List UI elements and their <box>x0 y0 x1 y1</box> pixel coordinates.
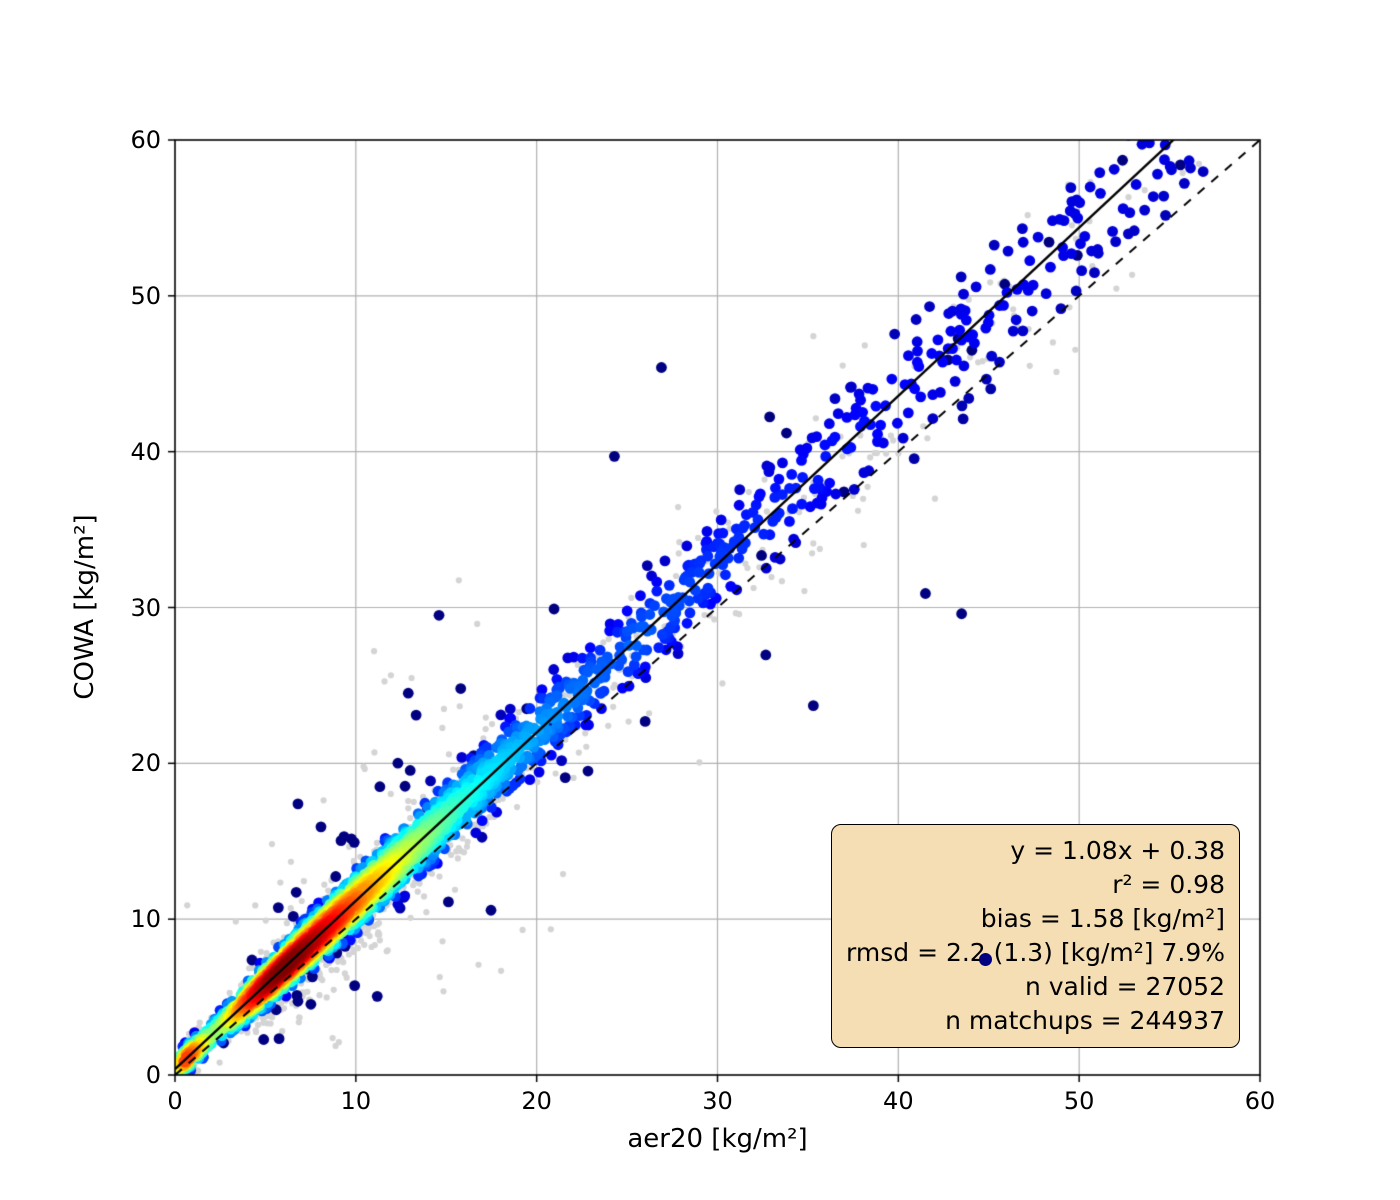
y-axis-label: COWA [kg/m²] <box>70 514 100 700</box>
stats-n-matchups: n matchups = 244937 <box>945 1006 1225 1035</box>
stats-r2: r² = 0.98 <box>1112 870 1225 899</box>
x-tick-label: 50 <box>1063 1087 1095 1115</box>
x-tick-label: 0 <box>167 1087 183 1115</box>
x-tick-label: 30 <box>702 1087 733 1115</box>
y-tick-label: 30 <box>130 593 161 622</box>
y-tick-label: 0 <box>145 1061 161 1089</box>
x-axis-label: aer20 [kg/m²] <box>627 1124 808 1154</box>
stats-bias: bias = 1.58 [kg/m²] <box>980 904 1225 933</box>
y-tick-label: 50 <box>130 281 161 310</box>
y-tick-label: 10 <box>130 905 161 934</box>
stats-n-valid: n valid = 27052 <box>1024 972 1225 1001</box>
x-tick-label: 60 <box>1244 1087 1276 1115</box>
x-tick-label: 20 <box>521 1087 552 1115</box>
stray-data-point <box>978 953 992 967</box>
stats-box: y = 1.08x + 0.38 r² = 0.98 bias = 1.58 [… <box>831 824 1240 1048</box>
stats-equation: y = 1.08x + 0.38 <box>1010 836 1225 865</box>
y-tick-label: 20 <box>130 749 161 778</box>
x-tick-label: 10 <box>340 1087 372 1115</box>
y-tick-label: 40 <box>130 437 161 466</box>
stats-rmsd: rmsd = 2.2 (1.3) [kg/m²] 7.9% <box>846 938 1225 967</box>
y-tick-label: 60 <box>130 126 161 154</box>
x-tick-label: 40 <box>883 1087 914 1115</box>
